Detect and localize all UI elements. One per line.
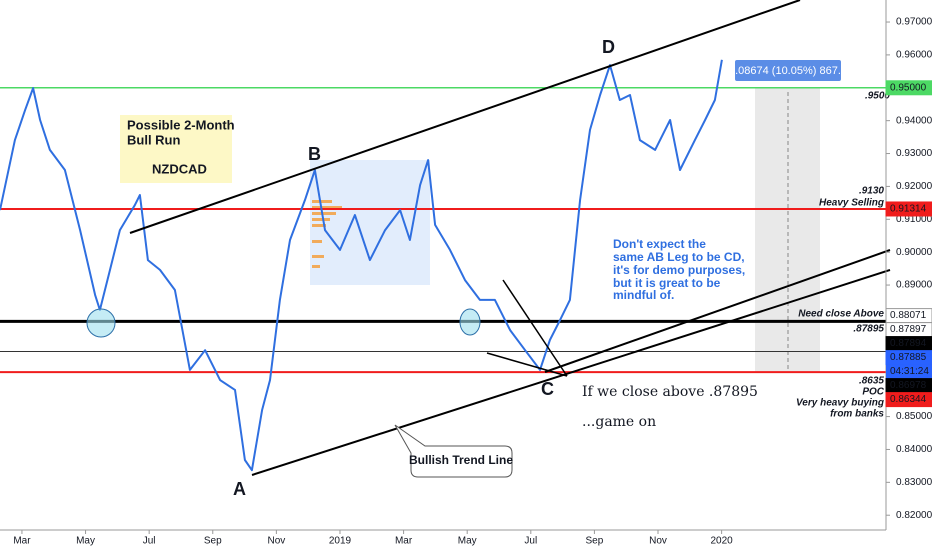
x-tick-label: Nov [267, 536, 285, 547]
levels [0, 87, 886, 374]
note-text: mindful of. [613, 288, 674, 302]
point-label: D [602, 37, 615, 57]
level-note: .9500 [865, 91, 890, 102]
note-text: Possible 2-Month [127, 117, 235, 132]
level-note: .8635 [859, 376, 884, 387]
price-badge-label: 0.87885 [890, 352, 927, 363]
price-line [0, 59, 723, 472]
volume-bars [312, 200, 342, 268]
price-badge [885, 392, 932, 408]
price-badge [885, 201, 932, 217]
trend-line-c [544, 249, 891, 373]
countdown-label: 04:31:24 [890, 366, 929, 377]
y-tick-label: 0.89000 [896, 280, 932, 291]
price-badge-label: 0.91314 [890, 204, 927, 215]
price-series [0, 59, 723, 472]
note-text: NZDCAD [152, 161, 207, 176]
countdown-badge [886, 364, 932, 379]
level-note: from banks [830, 409, 884, 420]
x-tick-label: May [76, 536, 95, 547]
x-tick-label: Mar [13, 536, 31, 547]
y-tick-label: 0.84000 [896, 444, 932, 455]
y-tick-label: 0.93000 [896, 148, 932, 159]
x-tick-label: 2019 [329, 536, 352, 547]
highlight-circle [86, 308, 116, 338]
x-tick-label: 2020 [710, 536, 733, 547]
x-tick-label: Mar [395, 536, 413, 547]
y-tick-label: 0.83000 [896, 477, 932, 488]
note-text: same AB Leg to be CD, [613, 250, 745, 264]
callout [394, 424, 513, 478]
note-text: but it is great to be [613, 276, 721, 290]
note-text: it's for demo purposes, [613, 263, 745, 277]
point-label: C [541, 379, 554, 399]
volume-profile [310, 160, 430, 285]
callout-text: Bullish Trend Line [409, 453, 513, 467]
highlight-circle [459, 308, 481, 336]
x-tick-label: May [458, 536, 477, 547]
price-badge-label: 0.87897 [890, 324, 927, 335]
drawings: Possible 2-Month Bull Run NZDCAD Don't e… [86, 0, 891, 499]
note-text: Don't expect the [613, 237, 706, 251]
x-tick-label: Jul [143, 536, 156, 547]
price-badge-label: 0.88071 [890, 310, 927, 321]
price-badge-label: 0.86344 [890, 394, 927, 405]
level-note: POC [862, 387, 884, 398]
y-tick-label: 0.91000 [896, 214, 932, 225]
measure-label-box [735, 60, 841, 81]
note-box [120, 115, 232, 183]
wedge-line [486, 352, 568, 377]
y-tick-label: 0.96000 [896, 50, 932, 61]
y-tick-label: 0.82000 [896, 510, 932, 521]
note-text: ...game on [582, 414, 656, 430]
trend-line [251, 269, 891, 476]
y-tick-label: 0.97000 [896, 17, 932, 28]
price-badge-label: 0.87894 [890, 338, 927, 349]
x-tick-label: Nov [649, 536, 667, 547]
y-tick-label: 0.90000 [896, 247, 932, 258]
y-tick-label: 0.94000 [896, 115, 932, 126]
level-note: .87895 [853, 324, 884, 335]
channel-top [129, 0, 801, 234]
note-text: If we close above .87895 [582, 384, 758, 400]
y-tick-label: 0.85000 [896, 411, 932, 422]
measure-label: 0.08674 (10.05%) 867.4 [729, 65, 847, 77]
x-tick-label: Sep [204, 536, 222, 547]
price-badge-label: 0.86978 [890, 380, 927, 391]
price-badge [885, 80, 932, 96]
background-drawings [310, 88, 820, 372]
level-note: .9130 [859, 186, 884, 197]
note-text: Bull Run [127, 132, 180, 147]
level-note: Need close Above [798, 309, 884, 320]
point-label: A [233, 479, 246, 499]
x-tick-label: Sep [586, 536, 604, 547]
price-badge-label: 0.95000 [890, 82, 927, 93]
x-tick-label: Jul [524, 536, 537, 547]
wedge-line [502, 279, 568, 377]
point-label: B [308, 144, 321, 164]
y-tick-label: 0.92000 [896, 181, 932, 192]
level-note: Heavy Selling [819, 198, 884, 209]
level-note: Very heavy buying [796, 398, 884, 409]
